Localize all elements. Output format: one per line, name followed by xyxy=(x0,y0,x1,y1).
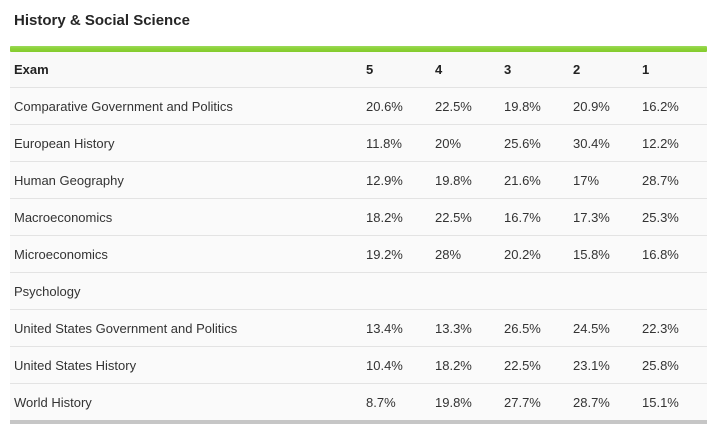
exam-name-cell: Human Geography xyxy=(10,161,362,199)
score-percentage-cell: 12.9% xyxy=(362,161,431,199)
score-percentage-cell: 19.2% xyxy=(362,235,431,273)
table-header: Exam 5 4 3 2 1 xyxy=(10,52,707,88)
score-percentage-cell: 19.8% xyxy=(500,87,569,125)
table-body: Comparative Government and Politics 20.6%… xyxy=(10,87,707,424)
score-percentage-cell xyxy=(431,272,500,310)
score-percentage-cell: 19.8% xyxy=(431,161,500,199)
score-percentage-cell: 21.6% xyxy=(500,161,569,199)
score-percentage-cell: 22.3% xyxy=(638,309,707,347)
column-header-score-5: 5 xyxy=(362,52,431,88)
score-percentage-cell xyxy=(569,272,638,310)
exam-name-cell: United States Government and Politics xyxy=(10,309,362,347)
score-percentage-cell: 20.2% xyxy=(500,235,569,273)
score-percentage-cell: 28% xyxy=(431,235,500,273)
score-percentage-cell: 17.3% xyxy=(569,198,638,236)
exam-name-cell: Psychology xyxy=(10,272,362,310)
score-percentage-cell: 30.4% xyxy=(569,124,638,162)
exam-name-cell: Macroeconomics xyxy=(10,198,362,236)
score-distribution-table: Exam 5 4 3 2 1 Comparative Government an… xyxy=(10,52,707,424)
exam-name-cell: European History xyxy=(10,124,362,162)
score-percentage-cell: 13.4% xyxy=(362,309,431,347)
score-percentage-cell: 15.1% xyxy=(638,383,707,424)
score-percentage-cell: 15.8% xyxy=(569,235,638,273)
score-percentage-cell: 19.8% xyxy=(431,383,500,424)
exam-name-cell: United States History xyxy=(10,346,362,384)
score-percentage-cell: 25.3% xyxy=(638,198,707,236)
column-header-score-4: 4 xyxy=(431,52,500,88)
page: History & Social Science Exam 5 4 3 2 1 … xyxy=(0,13,713,424)
score-percentage-cell: 28.7% xyxy=(569,383,638,424)
table-row: United States Government and Politics 13.… xyxy=(10,309,707,347)
score-percentage-cell: 16.7% xyxy=(500,198,569,236)
score-percentage-cell xyxy=(362,272,431,310)
score-percentage-cell: 22.5% xyxy=(500,346,569,384)
score-percentage-cell: 22.5% xyxy=(431,198,500,236)
score-percentage-cell: 20.9% xyxy=(569,87,638,125)
score-percentage-cell: 26.5% xyxy=(500,309,569,347)
score-percentage-cell: 24.5% xyxy=(569,309,638,347)
column-header-score-2: 2 xyxy=(569,52,638,88)
exam-name-cell: World History xyxy=(10,383,362,424)
exam-name-cell: Comparative Government and Politics xyxy=(10,87,362,125)
score-percentage-cell xyxy=(500,272,569,310)
score-percentage-cell: 18.2% xyxy=(362,198,431,236)
score-percentage-cell: 16.8% xyxy=(638,235,707,273)
score-percentage-cell: 12.2% xyxy=(638,124,707,162)
header-row: Exam 5 4 3 2 1 xyxy=(10,52,707,88)
table-row: United States History 10.4% 18.2% 22.5% 23.1… xyxy=(10,346,707,384)
table-row: World History 8.7% 19.8% 27.7% 28.7% 15.1% xyxy=(10,383,707,424)
table-row: Comparative Government and Politics 20.6%… xyxy=(10,87,707,125)
score-percentage-cell: 13.3% xyxy=(431,309,500,347)
table-row: Microeconomics 19.2% 28% 20.2% 15.8% 16.8% xyxy=(10,235,707,273)
score-percentage-cell: 8.7% xyxy=(362,383,431,424)
score-percentage-cell: 28.7% xyxy=(638,161,707,199)
score-percentage-cell xyxy=(638,272,707,310)
page-title: History & Social Science xyxy=(14,12,190,29)
score-percentage-cell: 20.6% xyxy=(362,87,431,125)
table-row: Human Geography 12.9% 19.8% 21.6% 17% 28.7% xyxy=(10,161,707,199)
score-percentage-cell: 22.5% xyxy=(431,87,500,125)
score-percentage-cell: 20% xyxy=(431,124,500,162)
table-row: Psychology xyxy=(10,272,707,310)
score-percentage-cell: 11.8% xyxy=(362,124,431,162)
score-percentage-cell: 23.1% xyxy=(569,346,638,384)
accent-bar xyxy=(10,46,707,52)
column-header-exam: Exam xyxy=(10,52,362,88)
table-row: European History 11.8% 20% 25.6% 30.4% 12.2% xyxy=(10,124,707,162)
score-percentage-cell: 18.2% xyxy=(431,346,500,384)
score-percentage-cell: 27.7% xyxy=(500,383,569,424)
score-percentage-cell: 10.4% xyxy=(362,346,431,384)
score-percentage-cell: 16.2% xyxy=(638,87,707,125)
score-percentage-cell: 17% xyxy=(569,161,638,199)
table-row: Macroeconomics 18.2% 22.5% 16.7% 17.3% 25.3% xyxy=(10,198,707,236)
score-percentage-cell: 25.8% xyxy=(638,346,707,384)
exam-name-cell: Microeconomics xyxy=(10,235,362,273)
score-percentage-cell: 25.6% xyxy=(500,124,569,162)
column-header-score-3: 3 xyxy=(500,52,569,88)
column-header-score-1: 1 xyxy=(638,52,707,88)
